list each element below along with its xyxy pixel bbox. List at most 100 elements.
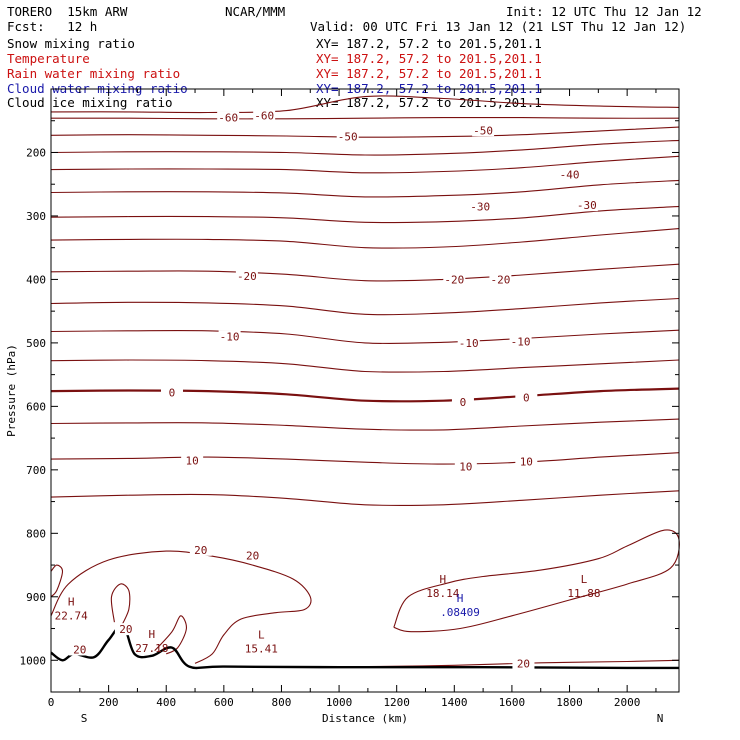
isotherm-m5	[50, 359, 680, 373]
contour-label: 10	[459, 461, 472, 474]
contour-label-bg	[472, 124, 495, 137]
isotherm-m15	[50, 297, 680, 316]
legend-snow-xy: XY= 187.2, 57.2 to 201.5,201.1	[316, 36, 542, 51]
contour-label: -50	[473, 124, 493, 137]
isotherm-m55	[50, 116, 680, 120]
isotherm-10	[50, 452, 680, 465]
y-axis-title: Pressure (hPa)	[5, 344, 18, 437]
header-model: TORERO 15km ARW	[7, 4, 128, 19]
contour-label-bg	[189, 543, 212, 556]
contour-label-bg	[469, 200, 492, 213]
x-tick-label: 400	[156, 696, 176, 709]
x-tick-label: 1400	[441, 696, 468, 709]
contour-label: -60	[254, 110, 274, 123]
extremum-mark: L	[581, 573, 588, 586]
legend-rain-xy: XY= 187.2, 57.2 to 201.5,201.1	[316, 66, 542, 81]
contour-label-bg	[114, 623, 137, 636]
y-tick-label: 500	[26, 337, 46, 350]
y-tick-label: 600	[26, 400, 46, 413]
warm-contour	[367, 659, 680, 668]
isotherm-m10	[50, 329, 680, 345]
contour-label: -10	[459, 337, 479, 350]
extremum-value: 27.18	[135, 642, 168, 655]
contour-label: 10	[186, 454, 199, 467]
isotherm-0	[50, 387, 680, 403]
x-tick-label: 600	[214, 696, 234, 709]
contour-label: 10	[520, 456, 533, 469]
extremum-value: 11.88	[567, 587, 600, 600]
isotherm-m60	[50, 95, 680, 114]
isotherm-m35	[50, 179, 680, 198]
contour-label: 20	[517, 657, 530, 670]
contour-label-bg	[218, 330, 241, 343]
contour-label-bg	[512, 657, 535, 670]
legend-rain-label: Rain water mixing ratio	[7, 66, 181, 81]
y-tick-label: 900	[26, 591, 46, 604]
extremum-mark: H	[439, 573, 446, 586]
header-valid: Valid: 00 UTC Fri 13 Jan 12 (21 LST Thu …	[310, 19, 687, 34]
extremum-mark: L	[258, 629, 265, 642]
extremum-mark: H	[68, 596, 75, 609]
contour-label-bg	[457, 336, 480, 349]
contour-label-bg	[241, 549, 264, 562]
x-end-label-right: N	[657, 712, 664, 725]
y-tick-label: 700	[26, 464, 46, 477]
legend-snow-label: Snow mixing ratio	[7, 36, 135, 51]
x-tick-label: 200	[99, 696, 119, 709]
extremum-mark: H	[457, 592, 464, 605]
isotherm-m50	[50, 126, 680, 138]
x-tick-label: 1200	[383, 696, 410, 709]
contour-label: -20	[444, 273, 464, 286]
contour-label: -30	[470, 200, 490, 213]
contour-label-bg	[454, 460, 477, 473]
extremum-value: 18.14	[426, 587, 459, 600]
contour-label-bg	[558, 168, 581, 181]
header-center: NCAR/MMM	[225, 4, 286, 19]
contour-label-bg	[160, 386, 183, 399]
isotherm-m30	[50, 205, 680, 224]
isotherm-m40	[50, 155, 680, 174]
y-tick-label: 800	[26, 527, 46, 540]
contour-label-bg	[575, 199, 598, 212]
x-tick-label: 1000	[326, 696, 353, 709]
isotherm-15	[50, 490, 680, 506]
isotherm-m25	[50, 228, 680, 249]
contour-label-bg	[451, 395, 474, 408]
x-tick-label: 800	[272, 696, 292, 709]
extremum-value: 22.74	[55, 610, 88, 623]
contour-label-bg	[253, 109, 276, 122]
y-tick-label: 300	[26, 210, 46, 223]
y-tick-label: 200	[26, 146, 46, 159]
warm-contour	[154, 615, 187, 655]
header-fcst: Fcst: 12 h	[7, 19, 98, 34]
contour-label-bg	[515, 455, 538, 468]
x-tick-label: 0	[48, 696, 55, 709]
contour-label-bg	[336, 130, 359, 143]
contour-label-bg	[235, 270, 258, 283]
contour-label: 0	[523, 391, 530, 404]
contour-label: 20	[73, 643, 86, 656]
contour-label-bg	[515, 391, 538, 404]
contour-label: 0	[460, 396, 467, 409]
warm-contour	[50, 550, 312, 664]
isotherm-5	[50, 418, 680, 431]
contour-label: 0	[169, 386, 176, 399]
extremum-mark: H	[149, 628, 156, 641]
isotherm-m45	[50, 139, 680, 156]
contour-label: 20	[119, 623, 132, 636]
y-tick-label: 400	[26, 273, 46, 286]
header-init: Init: 12 UTC Thu 12 Jan 12	[506, 4, 702, 19]
contour-label-bg	[509, 335, 532, 348]
contour-label: 20	[194, 544, 207, 557]
legend-cloudice-label: Cloud ice mixing ratio	[7, 95, 173, 110]
x-tick-label: 2000	[614, 696, 641, 709]
y-tick-label: 1000	[20, 654, 47, 667]
contour-label: -60	[218, 112, 238, 125]
contour-label-bg	[443, 273, 466, 286]
legend-temperature-label: Temperature	[7, 51, 90, 66]
contour-label-bg	[181, 454, 204, 467]
contour-label-bg	[68, 643, 91, 656]
x-tick-label: 1800	[556, 696, 583, 709]
warm-contour	[50, 564, 64, 598]
